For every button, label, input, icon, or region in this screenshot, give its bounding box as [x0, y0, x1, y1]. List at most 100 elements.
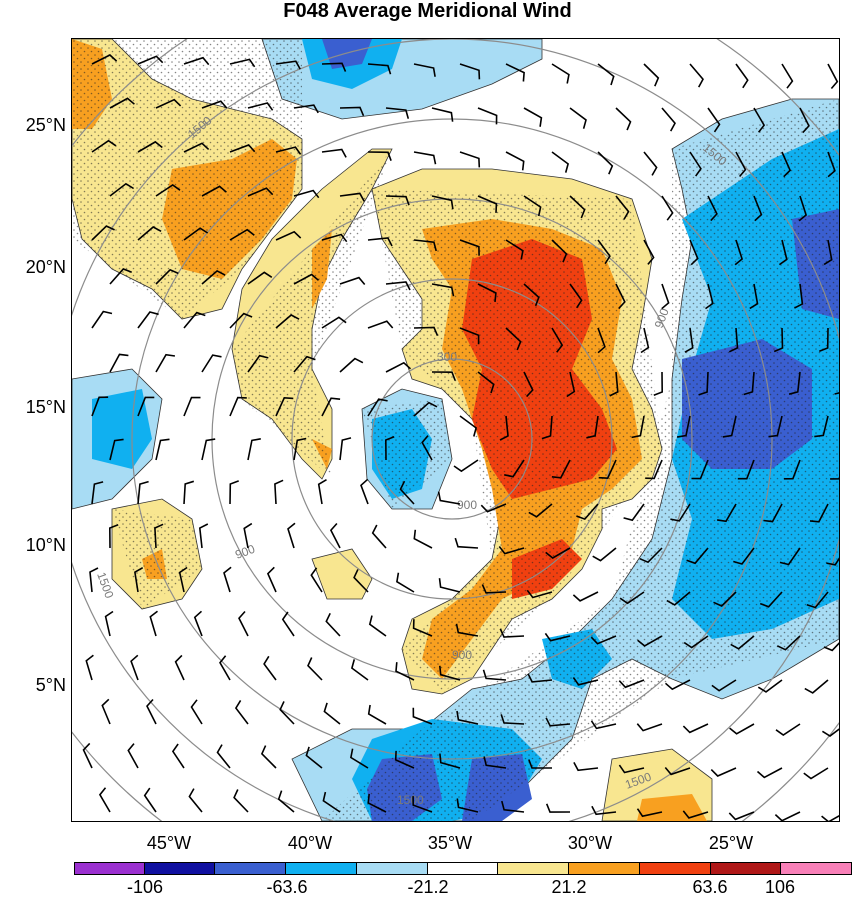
wind-region: [322, 39, 372, 69]
wind-barb: [188, 788, 203, 813]
wind-barb: [684, 327, 694, 353]
wind-barb: [109, 438, 124, 461]
wind-barb: [590, 635, 617, 645]
wind-barb: [91, 225, 115, 241]
wind-barb: [691, 459, 709, 480]
wind-barb: [636, 808, 663, 818]
wind-barb: [504, 459, 525, 478]
colorbar-label: 63.6: [692, 877, 728, 897]
wind-barb: [155, 184, 181, 197]
ring-label: 300: [437, 350, 457, 364]
wind-barb: [735, 151, 747, 178]
wind-barb: [82, 742, 93, 769]
wind-barb: [640, 327, 650, 354]
colorbar-swatch: [74, 862, 145, 875]
lat-label-5n: 5°N: [35, 675, 66, 695]
wind-barb: [183, 142, 210, 153]
wind-barb: [134, 567, 144, 593]
colorbar-frame: [74, 862, 852, 875]
wind-barb: [756, 767, 783, 779]
wind-barb: [480, 503, 507, 513]
wind-barb: [615, 107, 632, 131]
wind-barb: [459, 63, 481, 80]
wind-barb: [89, 567, 99, 593]
wind-barb: [768, 415, 783, 438]
wind-barb: [216, 744, 231, 769]
wind-barb: [551, 327, 564, 353]
wind-barb: [569, 107, 587, 129]
wind-barb: [477, 107, 498, 125]
lon-label-35w: 35°W: [427, 833, 473, 853]
wind-barb: [321, 148, 347, 158]
wind-barb: [670, 503, 691, 522]
wind-barb: [431, 107, 454, 122]
wind-barb: [385, 281, 411, 291]
range-ring: [291, 278, 613, 600]
wind-barb: [274, 479, 284, 505]
wind-barb: [453, 459, 479, 473]
ring-label: 900: [452, 648, 472, 662]
colorbar-swatch: [144, 862, 216, 875]
wind-barb: [834, 392, 839, 395]
wind-barb: [329, 522, 341, 549]
wind-barb: [229, 396, 247, 417]
wind-barb: [774, 811, 801, 821]
wind-barb: [716, 503, 737, 523]
wind-barb: [730, 635, 755, 650]
wind-barb: [238, 610, 249, 637]
wind-barb: [545, 717, 571, 727]
wind-barb: [597, 239, 611, 265]
wind-barb: [234, 699, 249, 725]
wind-barb: [804, 679, 829, 694]
wind-barb: [339, 276, 366, 286]
wind-barb: [609, 371, 619, 397]
wind-barb: [279, 701, 295, 725]
ring-label: 1500: [397, 793, 424, 807]
wind-barb: [171, 743, 185, 769]
wind-barb: [229, 312, 253, 329]
lon-label-45w: 45°W: [146, 833, 192, 853]
wind-barb: [526, 589, 553, 599]
wind-barb: [229, 480, 239, 505]
wind-barb: [661, 195, 674, 221]
wind-barb: [501, 800, 525, 813]
wind-barb: [277, 790, 295, 813]
wind-barb: [551, 151, 570, 173]
wind-barb: [637, 635, 663, 647]
colorbar-swatch: [710, 862, 782, 875]
wind-barb: [431, 371, 456, 381]
wind-barb: [505, 63, 525, 82]
wind-barb: [229, 58, 256, 68]
wind-barb: [729, 723, 755, 735]
wind-region: [112, 509, 202, 609]
wind-barb: [566, 371, 576, 398]
wind-barb: [399, 480, 415, 505]
wind-barb: [827, 63, 839, 90]
wind-barb: [322, 791, 341, 813]
wind-barb: [631, 415, 645, 439]
wind-barb: [137, 55, 164, 65]
wind-barb: [639, 547, 663, 564]
wind-barb: [421, 435, 433, 461]
wind-barb: [183, 56, 210, 66]
wind-barb: [722, 415, 737, 438]
wind-barbs: [82, 54, 839, 821]
wind-barb: [108, 523, 119, 549]
wind-barb: [586, 415, 599, 439]
wind-barb: [193, 610, 203, 637]
wind-barb: [523, 371, 534, 398]
wind-barb: [91, 310, 113, 329]
wind-barb: [689, 239, 699, 266]
colorbar-swatch: [286, 862, 357, 875]
wind-barb: [305, 746, 323, 769]
wind-barb: [454, 537, 479, 549]
wind-barb: [653, 371, 664, 397]
wind-barb: [572, 677, 599, 686]
wind-region: [232, 149, 392, 479]
wind-barb: [788, 371, 801, 395]
wind-barb: [247, 102, 274, 111]
wind-barb: [178, 566, 188, 593]
wind-barb: [528, 759, 553, 769]
wind-barb: [505, 239, 524, 260]
wind-barb: [551, 63, 570, 84]
